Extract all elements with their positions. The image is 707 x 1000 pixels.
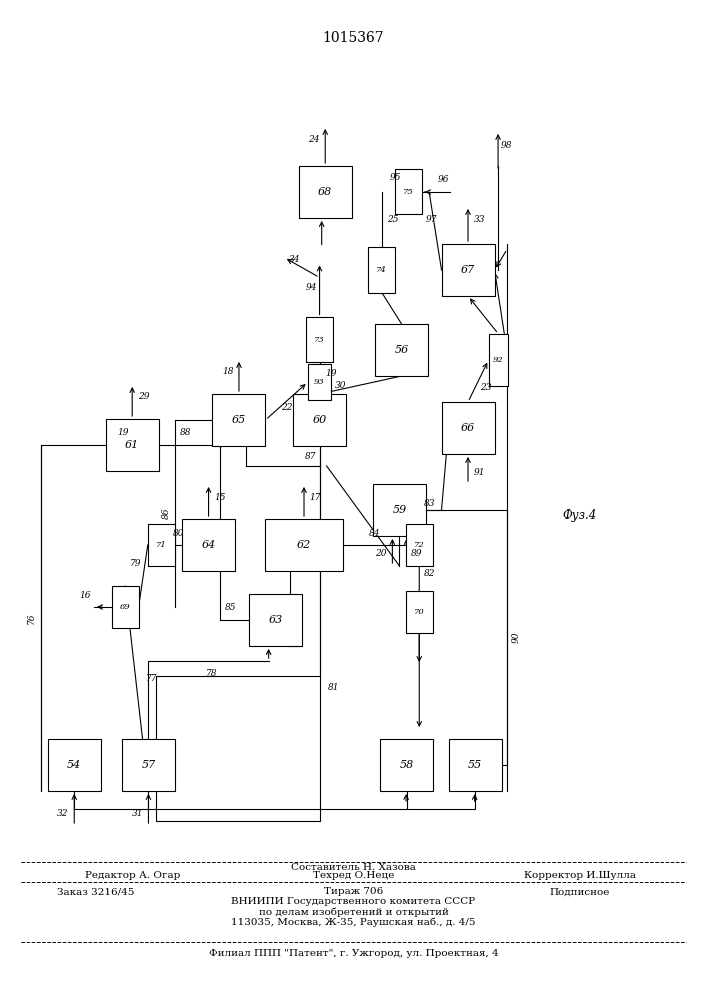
Text: 113035, Москва, Ж-35, Раушская наб., д. 4/5: 113035, Москва, Ж-35, Раушская наб., д. … bbox=[231, 917, 476, 927]
Text: 19: 19 bbox=[325, 369, 337, 378]
Text: 88: 88 bbox=[180, 428, 192, 437]
Bar bbox=[148, 524, 175, 566]
Text: 22: 22 bbox=[281, 403, 293, 412]
Text: 65: 65 bbox=[232, 415, 246, 425]
Text: 61: 61 bbox=[125, 440, 139, 450]
Bar bbox=[489, 334, 508, 386]
Text: 96: 96 bbox=[438, 175, 449, 184]
Text: 90: 90 bbox=[511, 632, 520, 643]
Bar bbox=[449, 739, 502, 791]
Bar bbox=[306, 317, 333, 362]
Bar bbox=[47, 739, 101, 791]
Text: 86: 86 bbox=[162, 508, 171, 519]
Bar bbox=[441, 244, 494, 296]
Text: Корректор И.Шулла: Корректор И.Шулла bbox=[524, 871, 636, 880]
Bar bbox=[380, 739, 433, 791]
Text: 34: 34 bbox=[289, 255, 300, 264]
Text: 29: 29 bbox=[138, 392, 149, 401]
Text: 72: 72 bbox=[414, 541, 425, 549]
Text: 92: 92 bbox=[493, 356, 504, 364]
Text: 82: 82 bbox=[423, 568, 435, 577]
Text: 70: 70 bbox=[414, 608, 425, 616]
Text: 32: 32 bbox=[57, 808, 69, 818]
Text: 91: 91 bbox=[474, 468, 485, 477]
Text: 59: 59 bbox=[392, 505, 407, 515]
Text: 76: 76 bbox=[27, 612, 36, 624]
Text: 24: 24 bbox=[308, 135, 320, 144]
Text: 1015367: 1015367 bbox=[322, 31, 385, 45]
Text: 85: 85 bbox=[225, 603, 237, 612]
Text: 84: 84 bbox=[368, 528, 380, 538]
Text: 62: 62 bbox=[297, 540, 311, 550]
Bar bbox=[406, 591, 433, 633]
Text: по делам изобретений и открытий: по делам изобретений и открытий bbox=[259, 907, 448, 917]
Text: 87: 87 bbox=[305, 452, 317, 461]
Text: 33: 33 bbox=[474, 216, 485, 225]
Text: 23: 23 bbox=[480, 382, 491, 391]
Bar bbox=[368, 247, 395, 292]
Text: 55: 55 bbox=[468, 760, 482, 770]
Text: 31: 31 bbox=[132, 808, 143, 818]
Text: 80: 80 bbox=[173, 528, 184, 538]
Bar bbox=[395, 169, 422, 214]
Text: 75: 75 bbox=[403, 188, 414, 196]
Text: 20: 20 bbox=[375, 550, 387, 558]
Text: 17: 17 bbox=[310, 492, 321, 502]
Text: Подписное: Подписное bbox=[549, 888, 610, 896]
Text: 73: 73 bbox=[314, 336, 325, 344]
Bar bbox=[212, 394, 266, 446]
Text: ВНИИПИ Государственного комитета СССР: ВНИИПИ Государственного комитета СССР bbox=[231, 898, 476, 906]
Bar bbox=[406, 524, 433, 566]
Text: 15: 15 bbox=[214, 492, 226, 502]
Text: 64: 64 bbox=[201, 540, 216, 550]
Text: 58: 58 bbox=[399, 760, 414, 770]
Bar bbox=[373, 484, 426, 536]
Text: Составитель Н. Хазова: Составитель Н. Хазова bbox=[291, 862, 416, 871]
Bar bbox=[122, 739, 175, 791]
Text: 93: 93 bbox=[314, 378, 325, 386]
Text: 81: 81 bbox=[328, 684, 339, 693]
Text: 94: 94 bbox=[305, 283, 317, 292]
Bar bbox=[308, 364, 331, 400]
Text: 30: 30 bbox=[335, 380, 346, 389]
Text: Техред О.Неце: Техред О.Неце bbox=[312, 871, 395, 880]
Text: 56: 56 bbox=[395, 345, 409, 355]
Text: 60: 60 bbox=[312, 415, 327, 425]
Text: 57: 57 bbox=[141, 760, 156, 770]
Text: 79: 79 bbox=[130, 559, 142, 568]
Text: 63: 63 bbox=[269, 615, 283, 625]
Text: 78: 78 bbox=[206, 669, 218, 678]
Text: 16: 16 bbox=[80, 590, 91, 599]
Bar bbox=[293, 394, 346, 446]
Text: 19: 19 bbox=[117, 428, 129, 437]
Bar bbox=[249, 594, 302, 646]
Text: 83: 83 bbox=[423, 499, 435, 508]
Text: 95: 95 bbox=[390, 173, 401, 182]
Text: Тираж 706: Тираж 706 bbox=[324, 888, 383, 896]
Bar bbox=[441, 402, 494, 454]
Text: Филиал ППП "Патент", г. Ужгород, ул. Проектная, 4: Филиал ППП "Патент", г. Ужгород, ул. Про… bbox=[209, 948, 498, 958]
Text: 67: 67 bbox=[461, 265, 475, 275]
Text: 68: 68 bbox=[318, 187, 332, 197]
Text: 98: 98 bbox=[501, 141, 513, 150]
Bar bbox=[105, 419, 158, 471]
Text: 89: 89 bbox=[411, 550, 422, 558]
Text: 74: 74 bbox=[376, 266, 387, 274]
Bar bbox=[375, 324, 428, 376]
Bar bbox=[265, 519, 343, 571]
Text: Редактор А. Огар: Редактор А. Огар bbox=[85, 871, 180, 880]
Text: 25: 25 bbox=[387, 215, 399, 224]
Text: 18: 18 bbox=[222, 367, 233, 376]
Text: 97: 97 bbox=[426, 215, 438, 224]
Text: 54: 54 bbox=[67, 760, 81, 770]
Bar bbox=[112, 586, 139, 628]
Text: 69: 69 bbox=[119, 603, 131, 611]
Text: Фуз.4: Фуз.4 bbox=[563, 508, 597, 522]
Text: 66: 66 bbox=[461, 423, 475, 433]
Text: Заказ 3216/45: Заказ 3216/45 bbox=[57, 888, 134, 896]
Text: 71: 71 bbox=[156, 541, 167, 549]
Bar bbox=[298, 166, 351, 218]
Text: 77: 77 bbox=[146, 674, 158, 683]
Bar bbox=[182, 519, 235, 571]
